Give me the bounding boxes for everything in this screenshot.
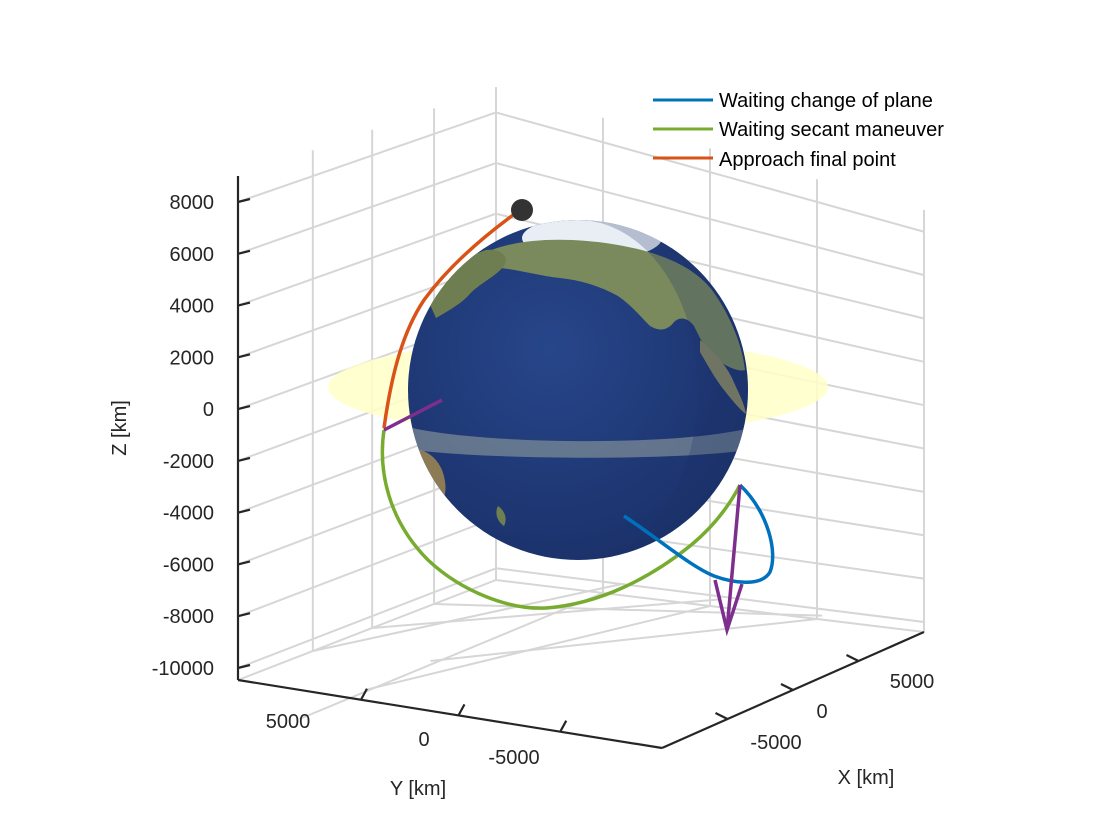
- y-tick-mark-2: [559, 720, 568, 733]
- legend-label-0: Waiting change of plane: [719, 90, 933, 112]
- x-tick-label-0: -5000: [750, 732, 801, 754]
- z-tick-label-9: -10000: [152, 658, 214, 680]
- grid-line-y-floor-0: [312, 582, 624, 652]
- z-axis-tick-labels: 8000 6000 4000 2000 0 -2000 -4000 -6000 -8000 -10…: [152, 192, 214, 680]
- x-tick-label-1: 0: [816, 701, 827, 723]
- plane-change-vector: [725, 484, 742, 631]
- z-tick-mark-0: [237, 197, 251, 204]
- z-tick-label-4: 0: [203, 399, 214, 421]
- grid-line-y-floor-2: [434, 603, 823, 617]
- grid-line-x-floor-2: [430, 618, 818, 662]
- mexico-landmass: [700, 340, 746, 414]
- grid-line-z-9: [237, 567, 925, 669]
- z-tick-mark-2: [237, 301, 251, 307]
- grid-line-y-floor-1: [372, 598, 721, 629]
- y-tick-mark-1: [457, 703, 466, 716]
- z-tick-label-2: 4000: [170, 296, 215, 318]
- north-america-landmass: [470, 239, 745, 371]
- earth-globe: [408, 220, 748, 560]
- y-axis-tick-labels: 5000 0 -5000: [266, 711, 540, 769]
- target-marker: [511, 199, 533, 221]
- equatorial-band: [408, 425, 748, 458]
- z-tick-mark-4: [237, 405, 251, 411]
- y-tick-label-0: 5000: [266, 711, 311, 733]
- x-tick-label-2: 5000: [890, 671, 935, 693]
- legend: Waiting change of plane Waiting secant m…: [653, 90, 944, 171]
- x-tick-mark-0: [715, 712, 728, 720]
- z-tick-mark-1: [237, 249, 251, 255]
- y-axis-line: [237, 678, 663, 750]
- x-axis-tick-labels: -5000 0 5000: [750, 671, 934, 754]
- z-tick-mark-9: [237, 663, 251, 670]
- grid-floor-back-edges: [237, 578, 925, 681]
- z-tick-label-6: -4000: [163, 503, 214, 525]
- y-tick-label-2: -5000: [488, 747, 539, 769]
- z-axis-label: Z [km]: [109, 400, 131, 456]
- y-tick-label-1: 0: [418, 729, 429, 751]
- z-tick-label-1: 6000: [170, 244, 215, 266]
- z-tick-label-0: 8000: [170, 192, 215, 214]
- x-axis-label: X [km]: [838, 767, 895, 789]
- new-zealand-landmass: [496, 506, 506, 526]
- maneuver-vectors: [383, 398, 744, 637]
- legend-label-1: Waiting secant maneuver: [719, 119, 944, 141]
- asia-landmass: [428, 249, 506, 318]
- z-tick-mark-8: [237, 612, 251, 618]
- plane-change-vector-head: [713, 579, 744, 637]
- z-tick-label-7: -6000: [163, 554, 214, 576]
- z-tick-label-8: -8000: [163, 606, 214, 628]
- z-tick-mark-7: [237, 560, 251, 566]
- series-waiting-secant-maneuver: [380, 429, 742, 610]
- grid-line-x-floor-1: [364, 605, 711, 691]
- y-tick-mark-0: [359, 688, 368, 701]
- x-tick-mark-2: [846, 654, 859, 662]
- z-tick-mark-3: [237, 353, 251, 359]
- legend-label-2: Approach final point: [719, 149, 896, 171]
- z-tick-mark-6: [237, 508, 251, 514]
- grid-line-x-floor-0: [299, 592, 604, 720]
- y-axis-label: Y [km]: [390, 778, 446, 800]
- secant-vector: [383, 398, 443, 432]
- x-tick-mark-1: [780, 683, 794, 691]
- series-waiting-change-of-plane: [623, 483, 775, 584]
- series-approach-final-point: [382, 208, 522, 429]
- z-tick-mark-5: [237, 456, 251, 462]
- z-tick-label-5: -2000: [163, 451, 214, 473]
- z-tick-label-3: 2000: [170, 347, 215, 369]
- axes-front: [236, 176, 925, 750]
